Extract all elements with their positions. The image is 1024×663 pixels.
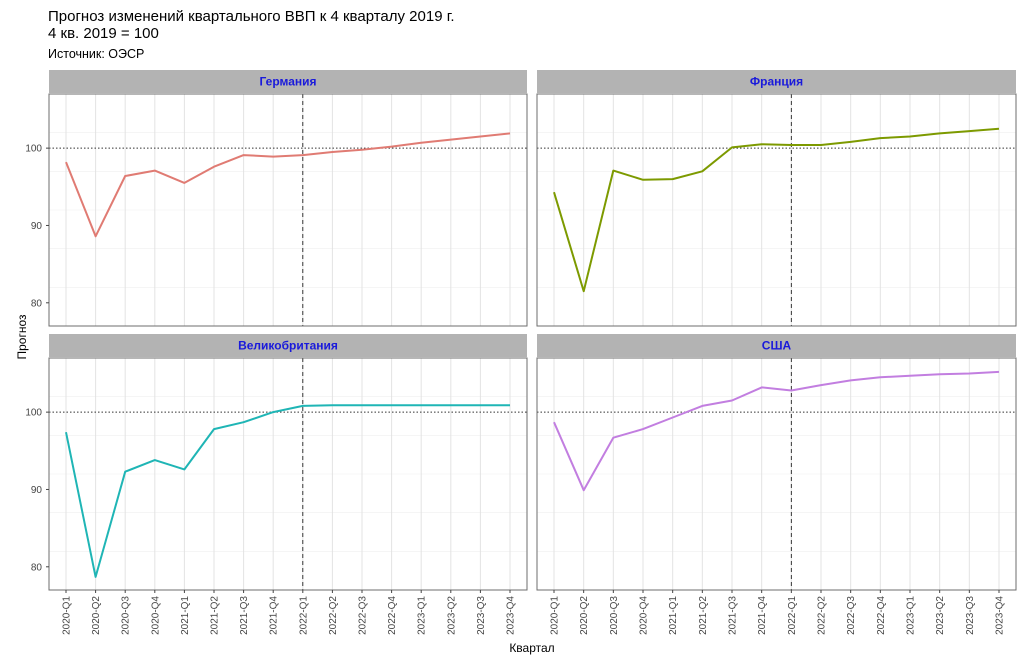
- x-tick-label: 2020-Q1: [550, 596, 561, 635]
- x-tick-label: 2021-Q4: [269, 596, 280, 635]
- panel-border: [536, 357, 1017, 591]
- facet-strip-label: Великобритания: [238, 339, 338, 353]
- panel-border: [48, 357, 528, 591]
- chart-title: Прогноз изменений квартального ВВП к 4 к…: [48, 8, 455, 42]
- x-tick-label: 2023-Q1: [906, 596, 917, 635]
- x-tick-label: 2020-Q1: [62, 596, 73, 635]
- x-tick-label: 2021-Q3: [239, 596, 250, 635]
- x-tick-label: 2023-Q4: [506, 596, 517, 635]
- x-tick-label: 2023-Q4: [995, 596, 1006, 635]
- facet-strip: [49, 334, 527, 357]
- chart-source: Источник: ОЭСР: [48, 47, 145, 61]
- x-tick-label: 2022-Q2: [817, 596, 828, 635]
- x-tick-label: 2022-Q3: [846, 596, 857, 635]
- y-tick-label: 90: [31, 221, 43, 232]
- x-tick-label: 2020-Q2: [91, 596, 102, 635]
- x-tick-label: 2021-Q2: [210, 596, 221, 635]
- y-tick-label: 80: [31, 298, 43, 309]
- facet-strip-label: Франция: [750, 75, 803, 89]
- series-line: [553, 127, 1000, 293]
- facet-strip: [537, 334, 1016, 357]
- x-tick-label: 2022-Q1: [298, 596, 309, 635]
- x-tick-label: 2022-Q4: [876, 596, 887, 635]
- x-tick-label: 2022-Q1: [787, 596, 798, 635]
- series-line: [65, 404, 510, 578]
- x-tick-label: 2020-Q4: [150, 596, 161, 635]
- x-tick-label: 2020-Q3: [609, 596, 620, 635]
- x-tick-label: 2020-Q2: [579, 596, 590, 635]
- x-tick-label: 2020-Q4: [639, 596, 650, 635]
- y-tick-label: 100: [25, 408, 42, 419]
- series-line: [65, 132, 511, 238]
- facet-strip: [49, 70, 527, 93]
- panel-border: [48, 93, 528, 327]
- facet-strip-label: США: [762, 339, 792, 353]
- x-tick-label: 2022-Q4: [387, 596, 398, 635]
- x-axis-label: Квартал: [509, 641, 555, 655]
- x-tick-label: 2023-Q3: [965, 596, 976, 635]
- x-tick-label: 2020-Q3: [121, 596, 132, 635]
- x-tick-label: 2021-Q1: [668, 596, 679, 635]
- chart-title-line1: Прогноз изменений квартального ВВП к 4 к…: [48, 8, 455, 25]
- series-line: [553, 370, 1000, 492]
- chart-title-line2: 4 кв. 2019 = 100: [48, 25, 159, 42]
- x-tick-label: 2022-Q2: [328, 596, 339, 635]
- x-tick-label: 2023-Q3: [476, 596, 487, 635]
- y-tick-label: 90: [31, 485, 43, 496]
- facet-strip-label: Германия: [259, 75, 316, 89]
- x-tick-label: 2022-Q3: [358, 596, 369, 635]
- x-tick-label: 2021-Q4: [757, 596, 768, 635]
- x-tick-label: 2023-Q1: [417, 596, 428, 635]
- x-tick-label: 2021-Q2: [698, 596, 709, 635]
- x-tick-label: 2023-Q2: [935, 596, 946, 635]
- x-tick-label: 2023-Q2: [446, 596, 457, 635]
- facet-strip: [537, 70, 1016, 93]
- y-tick-label: 100: [25, 144, 42, 155]
- panel-border: [536, 93, 1017, 327]
- x-tick-label: 2021-Q1: [180, 596, 191, 635]
- x-tick-label: 2021-Q3: [728, 596, 739, 635]
- y-tick-label: 80: [31, 562, 43, 573]
